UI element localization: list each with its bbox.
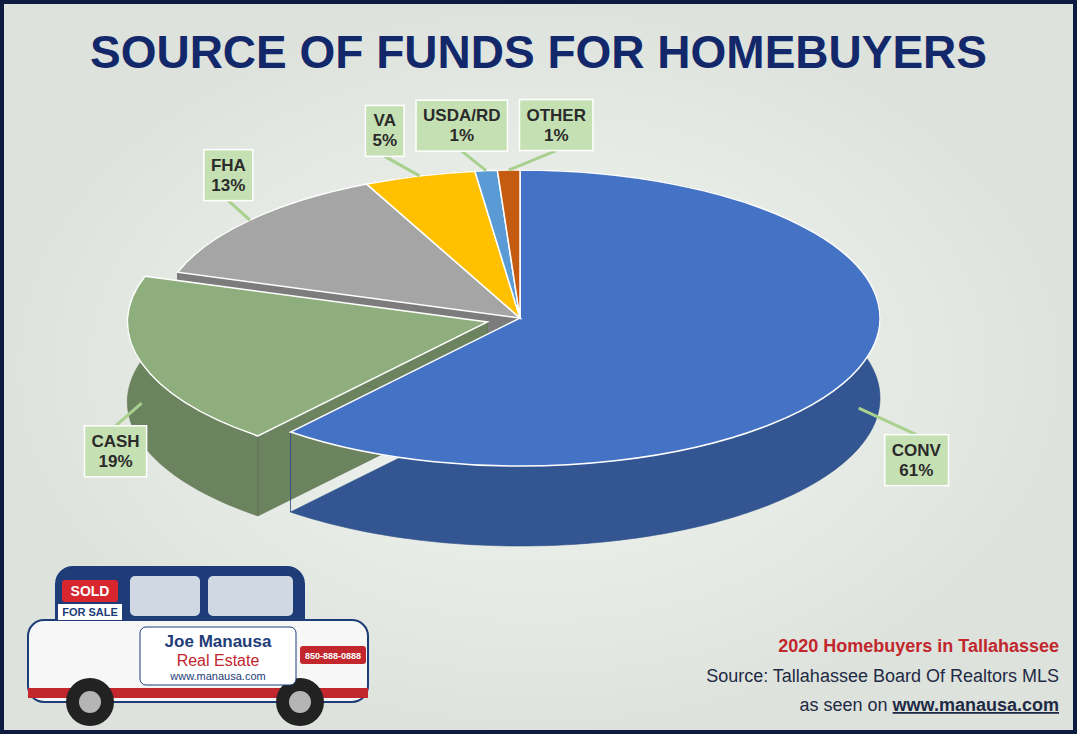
label-box: [365, 105, 404, 156]
label-box: [885, 435, 949, 486]
label-box: [416, 100, 507, 151]
leader-line: [859, 408, 917, 435]
label-category: USDA/RD: [423, 106, 500, 125]
background: [0, 0, 1077, 734]
label-box: [204, 150, 253, 201]
slice-tops: [127, 170, 880, 466]
plot-area: [127, 170, 880, 546]
chart-title: SOURCE OF FUNDS FOR HOMEBUYERS: [90, 26, 987, 78]
annotation-link: www.manausa.com: [892, 695, 1059, 715]
label-texts: USDA/RD1%: [423, 106, 500, 145]
leader-line: [385, 156, 420, 176]
data-label: USDA/RD1%: [416, 100, 507, 151]
data-labels: CONV61%CASH19%FHA13%VA5%USDA/RD1%OTHER1%: [84, 100, 948, 486]
leader-line: [228, 201, 250, 221]
sign-rider-board: [58, 604, 122, 620]
data-label: CONV61%: [885, 435, 949, 486]
frame: [2, 2, 1075, 732]
label-value: 61%: [899, 461, 933, 480]
logo-name: Joe Manausa: [165, 632, 272, 651]
annotation: 2020 Homebuyers in Tallahassee: [778, 636, 1059, 656]
slice: [367, 171, 520, 318]
label-category: FHA: [211, 156, 246, 175]
van-hub: [79, 691, 101, 713]
label-category: CONV: [892, 441, 942, 460]
logo-phone: 850-888-0888: [305, 651, 361, 661]
slice-group: [497, 170, 520, 318]
sign-text: SOLD: [71, 583, 110, 599]
van-window: [130, 576, 200, 616]
data-label: CASH19%: [84, 426, 146, 477]
leader-line: [116, 403, 142, 426]
logo-business: Real Estate: [177, 652, 260, 669]
slice: [497, 170, 520, 318]
annotation: Source: Tallahassee Board Of Realtors ML…: [706, 666, 1059, 686]
van-wheel: [66, 678, 114, 726]
label-category: OTHER: [526, 106, 586, 125]
label-texts: FHA13%: [211, 156, 246, 195]
label-texts: CONV61%: [892, 441, 942, 480]
label-texts: CASH19%: [91, 432, 139, 471]
sign-rider-text: FOR SALE: [62, 606, 118, 618]
slice-sides: [127, 170, 880, 546]
chart-root: SOURCE OF FUNDS FOR HOMEBUYERS CONV61% CAS…: [0, 0, 1077, 734]
data-label: OTHER1%: [519, 100, 593, 151]
label-value: 19%: [99, 452, 133, 471]
van-logo: SOLD FOR SALE Joe ManausaReal Estatewww.ma…: [28, 566, 368, 726]
annotation: as seen on www.manausa.com: [800, 695, 1059, 715]
slice-group: [475, 170, 520, 318]
label-value: 1%: [449, 126, 474, 145]
sign-board: [62, 580, 118, 602]
chart-svg: SOURCE OF FUNDS FOR HOMEBUYERS CONV61% CAS…: [0, 0, 1077, 734]
label-texts: OTHER1%: [526, 106, 586, 145]
logo-panel: [140, 627, 296, 685]
label-boxes: CONV61%CASH19%FHA13%VA5%USDA/RD1%OTHER1%: [84, 100, 948, 486]
data-label: VA5%: [365, 105, 404, 156]
leader-lines: [116, 151, 917, 435]
slice: [475, 170, 520, 318]
leader-line: [462, 151, 486, 171]
label-category: VA: [374, 111, 396, 130]
annotation-part: as seen on: [800, 695, 893, 715]
label-value: 1%: [544, 126, 569, 145]
label-value: 13%: [211, 176, 245, 195]
label-texts: VA5%: [372, 111, 397, 150]
label-value: 5%: [372, 131, 397, 150]
leader-line: [509, 151, 557, 171]
phone-patch: [300, 646, 366, 664]
label-box: [84, 426, 146, 477]
logo-url: www.manausa.com: [169, 670, 265, 682]
data-label: FHA13%: [204, 150, 253, 201]
label-category: CASH: [91, 432, 139, 451]
slice-group: [367, 171, 520, 318]
van-window: [208, 576, 293, 616]
label-box: [519, 100, 593, 151]
van-hub: [289, 691, 311, 713]
